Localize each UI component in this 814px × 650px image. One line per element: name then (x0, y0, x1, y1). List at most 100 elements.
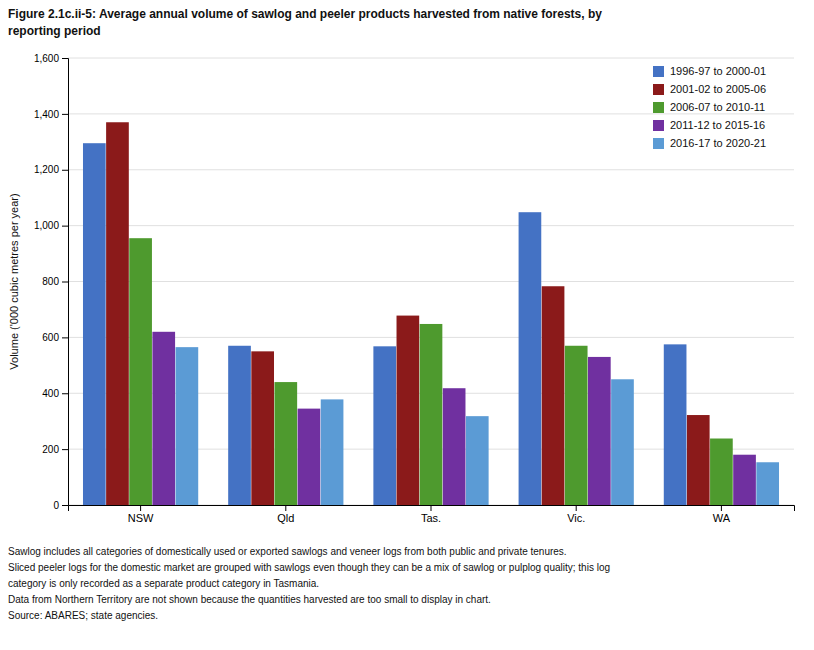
footnote: Sawlog includes all categories of domest… (8, 546, 567, 557)
legend-label: 2011-12 to 2015-16 (670, 119, 765, 131)
legend-swatch (653, 120, 664, 131)
bar (519, 212, 542, 505)
tick-mark (62, 58, 68, 59)
y-axis-label: Volume ('000 cubic metres per year) (8, 193, 20, 369)
bar-series (129, 238, 732, 505)
tick-label: Qld (277, 512, 294, 524)
bar (611, 379, 634, 505)
tick: 200 (42, 444, 68, 455)
axis-line (69, 506, 795, 512)
footnote: Sliced peeler logs for the domestic mark… (8, 562, 610, 573)
tick: Qld (277, 505, 294, 524)
bar (565, 346, 588, 505)
grid-line (68, 58, 794, 59)
bar-series (106, 122, 709, 505)
legend-label: 1996-97 to 2000-01 (670, 65, 766, 77)
tick-label: Tas. (421, 512, 441, 524)
axis-line (62, 59, 69, 506)
tick: 1,200 (34, 164, 68, 175)
tick-mark (576, 505, 577, 511)
bar-series (176, 347, 779, 505)
bar (443, 388, 466, 505)
title: Figure 2.1c.ii-5: Average annual volume … (8, 7, 602, 21)
tick: 0 (53, 500, 68, 511)
chart: Figure 2.1c.ii-5: Average annual volume … (0, 0, 814, 650)
tick-mark (62, 449, 68, 450)
bar (298, 409, 321, 505)
bar (710, 439, 733, 505)
tick-label: 1,600 (34, 53, 59, 64)
bar (228, 346, 251, 505)
tick-label: WA (713, 512, 731, 524)
bar (176, 347, 199, 505)
legend-label: 2016-17 to 2020-21 (670, 137, 766, 149)
tick: 800 (42, 276, 68, 287)
grid-line (68, 225, 794, 226)
legend-swatch (653, 102, 664, 113)
bar-series (152, 332, 755, 505)
tick: 400 (42, 388, 68, 399)
title-group: Figure 2.1c.ii-5: Average annual volume … (8, 7, 602, 38)
legend-label: 2006-07 to 2010-11 (670, 101, 765, 113)
legend-swatch (653, 138, 664, 149)
bar-series (83, 143, 686, 505)
tick-mark (62, 114, 68, 115)
tick-label: Vic. (567, 512, 585, 524)
bar (152, 332, 175, 505)
tick: 600 (42, 332, 68, 343)
bar (466, 416, 489, 505)
tick: NSW (128, 505, 154, 524)
legend-swatch (653, 84, 664, 95)
tick: WA (713, 505, 731, 524)
bars (83, 122, 779, 505)
tick-mark (62, 170, 68, 171)
y-axis: 0 200 400 600 800 1,000 1,200 1,400 1,600 (34, 53, 69, 511)
bar (588, 357, 611, 505)
bar (756, 462, 779, 505)
legend-item: 2016-17 to 2020-21 (653, 137, 766, 149)
bar (687, 415, 710, 505)
tick-label: 600 (42, 332, 59, 343)
bar (251, 351, 274, 505)
legend-item: 2011-12 to 2015-16 (653, 119, 765, 131)
tick-mark (62, 337, 68, 338)
tick-label: 400 (42, 388, 59, 399)
tick: 1,400 (34, 109, 68, 120)
tick-mark (62, 393, 68, 394)
tick-label: 200 (42, 444, 59, 455)
bar (321, 399, 344, 505)
legend-swatch (653, 66, 664, 77)
grid-line (68, 169, 794, 170)
bar (373, 346, 396, 505)
bar (397, 316, 420, 505)
grid-line (68, 113, 794, 114)
tick-mark (431, 505, 432, 511)
legend-item: 1996-97 to 2000-01 (653, 65, 766, 77)
tick-mark (62, 282, 68, 283)
tick-label: 0 (53, 500, 59, 511)
legend-label: 2001-02 to 2005-06 (670, 83, 766, 95)
tick: 1,600 (34, 53, 68, 64)
footnotes: Sawlog includes all categories of domest… (8, 546, 610, 621)
legend-item: 2001-02 to 2005-06 (653, 83, 766, 95)
grid (68, 58, 794, 505)
bar (83, 143, 106, 505)
bar (664, 344, 687, 505)
legend: 1996-97 to 2000-01 2001-02 to 2005-06 2006… (653, 65, 766, 149)
plot: 0 200 400 600 800 1,000 1,200 1,400 1,600 NSW Qld T… (8, 53, 795, 524)
tick-mark (721, 505, 722, 511)
bar (733, 455, 756, 505)
tick-mark (285, 505, 286, 511)
footnote: Data from Northern Territory are not sho… (8, 594, 491, 605)
bar (129, 238, 152, 505)
bar (420, 324, 443, 505)
bar (274, 382, 297, 505)
footnote: category is only recorded as a separate … (8, 578, 319, 589)
tick-label: 1,400 (34, 109, 59, 120)
tick-label: 1,000 (34, 220, 59, 231)
tick-label: NSW (128, 512, 154, 524)
tick: Tas. (421, 505, 441, 524)
bar (106, 122, 129, 505)
subtitle: reporting period (8, 24, 101, 38)
tick-label: 1,200 (34, 164, 59, 175)
